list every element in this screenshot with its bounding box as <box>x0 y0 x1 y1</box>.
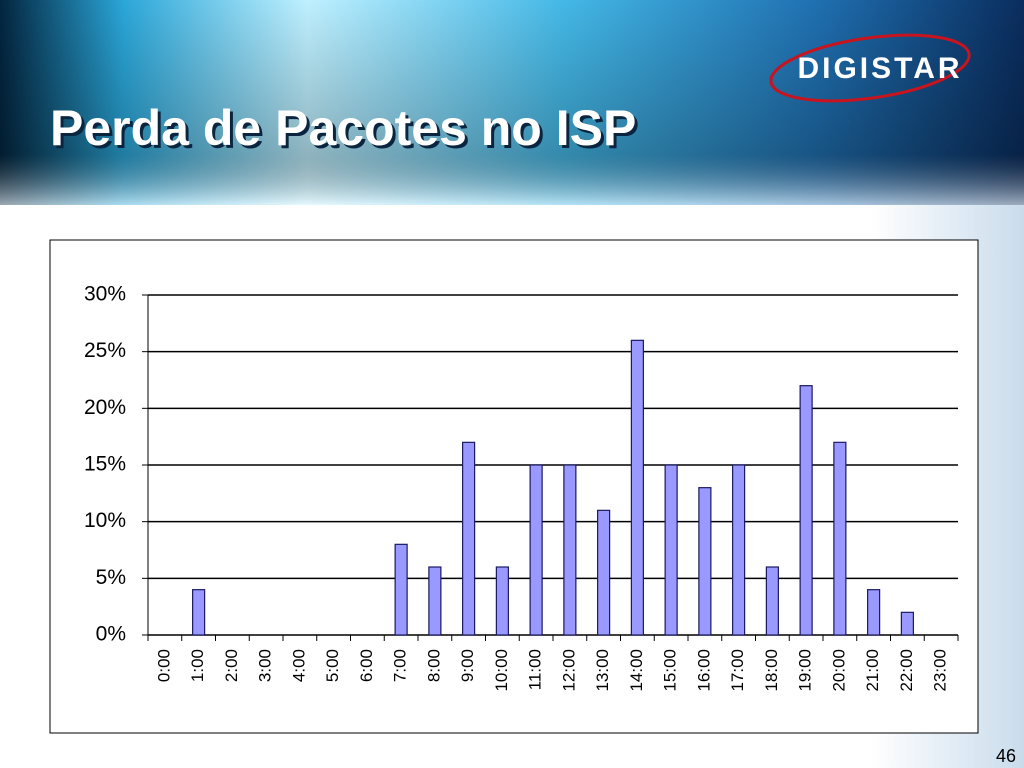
x-tick-label: 8:00 <box>424 649 443 682</box>
x-tick-label: 19:00 <box>796 649 815 692</box>
y-tick-label: 5% <box>96 566 126 589</box>
bar <box>597 509 611 636</box>
y-tick-label: 20% <box>84 396 126 419</box>
x-tick-label: 7:00 <box>391 649 410 682</box>
x-tick-label: 22:00 <box>897 649 916 692</box>
bar <box>833 441 847 636</box>
bar <box>765 566 779 636</box>
bar <box>867 589 881 636</box>
slide-number: 46 <box>996 746 1016 766</box>
x-tick-label: 9:00 <box>458 649 477 682</box>
title-shadow: Perda de Pacotes no ISP <box>53 103 639 159</box>
y-tick-label: 0% <box>96 623 126 646</box>
bar <box>664 464 678 636</box>
chart-frame <box>49 239 979 734</box>
bar <box>394 543 408 636</box>
x-tick-label: 18:00 <box>762 649 781 692</box>
x-tick-label: 17:00 <box>728 649 747 692</box>
x-tick-label: 13:00 <box>593 649 612 692</box>
bar <box>799 385 813 636</box>
y-tick-label: 30% <box>84 283 126 306</box>
bar <box>529 464 543 636</box>
y-tick-label: 15% <box>84 453 126 476</box>
x-tick-label: 16:00 <box>694 649 713 692</box>
x-tick-label: 1:00 <box>188 649 207 682</box>
x-tick-label: 12:00 <box>559 649 578 692</box>
slide-title: Perda de Pacotes no ISP <box>50 100 636 156</box>
x-tick-label: 10:00 <box>492 649 511 692</box>
bar <box>495 566 509 636</box>
logo-swoosh <box>769 33 971 103</box>
header-shade <box>0 0 1024 205</box>
bar <box>900 611 914 636</box>
x-tick-label: 15:00 <box>661 649 680 692</box>
y-tick-label: 25% <box>84 339 126 362</box>
bar <box>462 441 476 636</box>
bar <box>192 589 206 636</box>
x-tick-label: 4:00 <box>289 649 308 682</box>
x-tick-label: 5:00 <box>323 649 342 682</box>
x-tick-label: 3:00 <box>256 649 275 682</box>
x-tick-label: 0:00 <box>154 649 173 682</box>
bar <box>630 339 644 636</box>
x-tick-label: 23:00 <box>931 649 950 692</box>
x-tick-label: 2:00 <box>222 649 241 682</box>
x-tick-label: 21:00 <box>863 649 882 692</box>
y-tick-label: 10% <box>84 509 126 532</box>
x-tick-label: 14:00 <box>627 649 646 692</box>
bar <box>563 464 577 636</box>
logo: DIGISTAR <box>797 52 962 85</box>
bar <box>698 487 712 636</box>
x-tick-label: 20:00 <box>829 649 848 692</box>
bar <box>428 566 442 636</box>
bar <box>732 464 746 636</box>
x-tick-label: 11:00 <box>526 649 545 690</box>
x-tick-label: 6:00 <box>357 649 376 682</box>
